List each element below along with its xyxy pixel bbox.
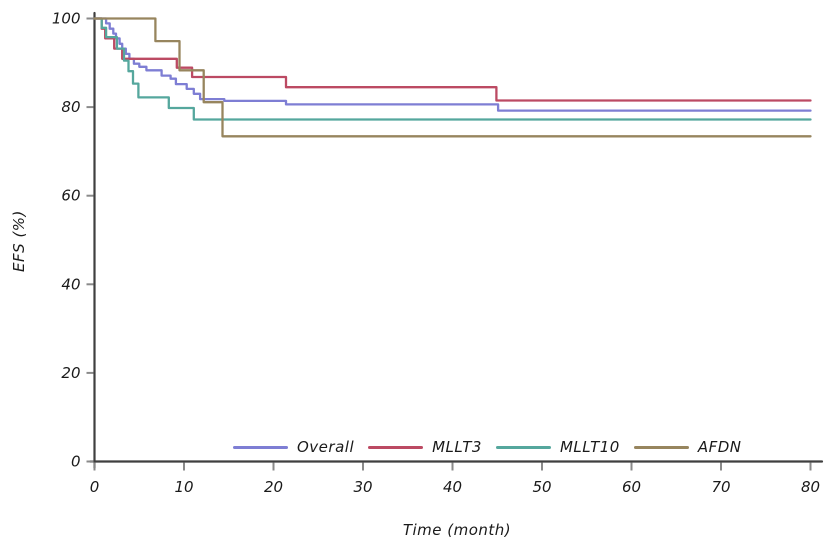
y-tick-label: 60 xyxy=(61,187,80,205)
legend-line-icon xyxy=(233,445,288,449)
y-tick-label: 40 xyxy=(61,275,80,293)
y-tick-label: 20 xyxy=(61,364,80,382)
legend-line-icon xyxy=(495,445,551,449)
x-tick-label: 60 xyxy=(622,478,641,496)
x-tick-label: 50 xyxy=(532,478,551,496)
legend-label: AFDN xyxy=(697,438,742,456)
survival-curve-afdn xyxy=(93,17,812,138)
y-axis-title: EFS (%) xyxy=(10,210,28,272)
survival-curve-mllt3 xyxy=(93,17,812,102)
x-tick-label: 0 xyxy=(90,478,100,496)
legend-item-afdn: AFDN xyxy=(633,438,742,456)
legend: Overall MLLT3 MLLT10 AFDN xyxy=(233,438,742,456)
y-tick-label: 80 xyxy=(61,98,80,116)
x-tick-label: 10 xyxy=(174,478,193,496)
x-tick-label: 30 xyxy=(353,478,372,496)
legend-line-icon xyxy=(368,445,424,449)
y-tick-label: 100 xyxy=(52,10,81,28)
legend-item-overall: Overall xyxy=(233,438,354,456)
x-tick-label: 80 xyxy=(801,478,820,496)
legend-item-mllt10: MLLT10 xyxy=(495,438,620,456)
legend-label: MLLT10 xyxy=(559,438,620,456)
survival-curve-overall xyxy=(93,17,812,112)
x-tick-label: 70 xyxy=(711,478,730,496)
x-tick-label: 20 xyxy=(264,478,283,496)
legend-label: MLLT3 xyxy=(432,438,482,456)
x-axis-title: Time (month) xyxy=(402,521,512,539)
y-tick-label: 0 xyxy=(71,453,81,471)
legend-item-mllt3: MLLT3 xyxy=(368,438,482,456)
x-tick-label: 40 xyxy=(443,478,462,496)
legend-line-icon xyxy=(633,445,689,449)
legend-label: Overall xyxy=(297,438,355,456)
survival-curve-mllt10 xyxy=(93,17,812,121)
